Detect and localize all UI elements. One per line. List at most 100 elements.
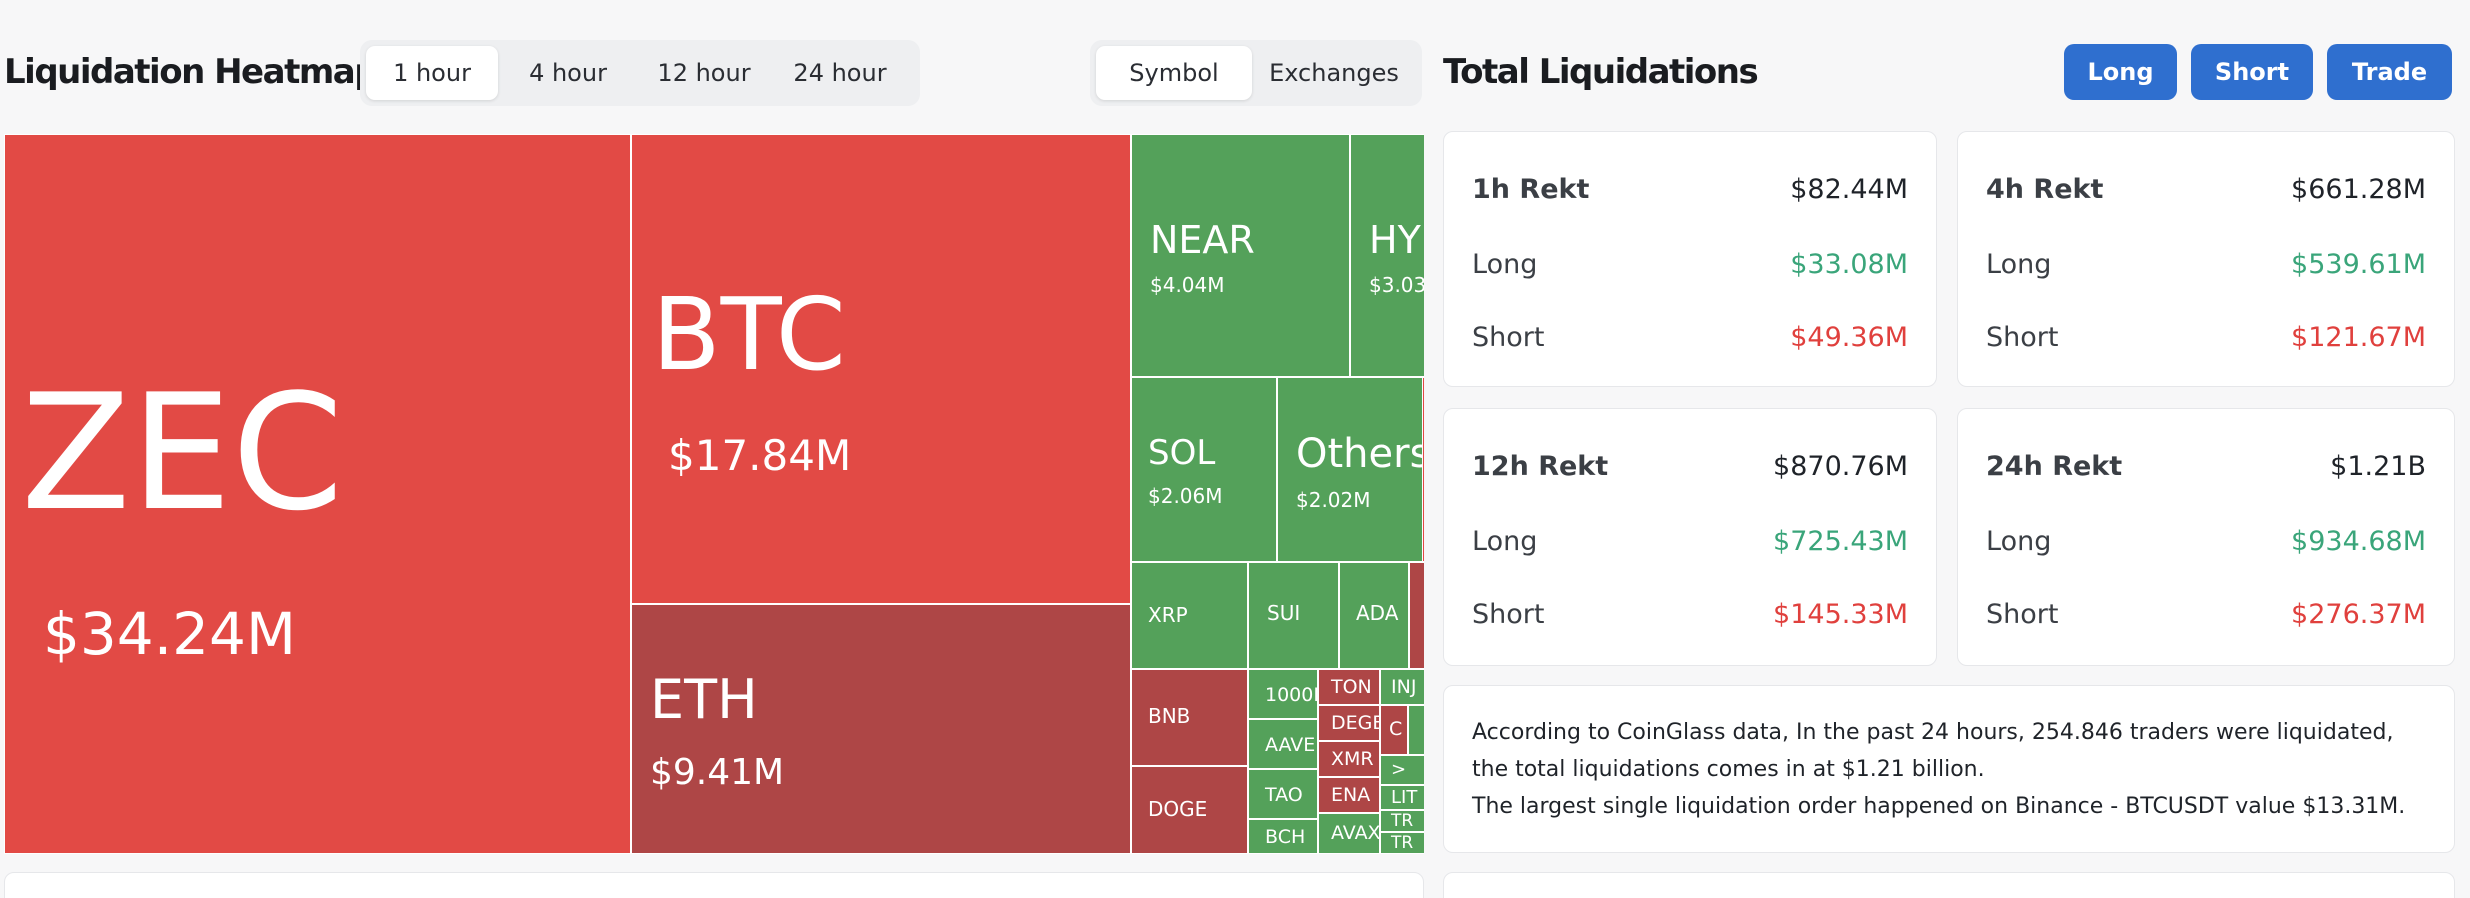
cell-symbol: AAVE bbox=[1265, 734, 1316, 756]
cell-symbol: DEGEN bbox=[1331, 712, 1379, 734]
cell-symbol: ENA bbox=[1331, 784, 1371, 806]
treemap-cell-bnb[interactable]: BNB bbox=[1131, 669, 1248, 766]
treemap-cell-tao[interactable]: TAO bbox=[1248, 769, 1318, 819]
long-value: $33.08M bbox=[1790, 249, 1908, 280]
short-label: Short bbox=[1986, 322, 2059, 353]
time-option-4h[interactable]: 4 hour bbox=[529, 59, 607, 87]
cell-symbol: 1000PEPE bbox=[1265, 684, 1317, 706]
cell-symbol: NEAR bbox=[1150, 218, 1255, 262]
treemap-cell-arrow[interactable]: > bbox=[1380, 755, 1424, 785]
short-label: Short bbox=[1986, 599, 2059, 630]
short-label: Short bbox=[1472, 599, 1545, 630]
treemap-cell-ena[interactable]: ENA bbox=[1318, 777, 1380, 813]
short-button[interactable]: Short bbox=[2191, 44, 2313, 100]
treemap-cell-tiny[interactable] bbox=[1409, 562, 1424, 669]
treemap-cell-xrp[interactable]: XRP bbox=[1131, 562, 1248, 669]
long-label: Long bbox=[1986, 526, 2052, 557]
treemap-cell-others[interactable]: Others $2.02M bbox=[1277, 377, 1424, 562]
cell-symbol: TON bbox=[1331, 676, 1372, 698]
time-option-24h[interactable]: 24 hour bbox=[793, 59, 887, 87]
cell-symbol: LIT bbox=[1391, 787, 1418, 808]
rekt-card-4h: 4h Rekt $661.28M Long $539.61M Short $121.6… bbox=[1957, 131, 2455, 387]
cell-symbol: HYPE bbox=[1369, 218, 1424, 262]
treemap-cell-btc[interactable]: BTC $17.84M bbox=[631, 134, 1131, 604]
card-total: $1.21B bbox=[2330, 451, 2426, 482]
treemap-cell-1000pepe[interactable]: 1000PEPE bbox=[1248, 669, 1318, 719]
cell-value: $2.06M bbox=[1148, 484, 1223, 508]
card-label: 1h Rekt bbox=[1472, 174, 1590, 205]
long-label: Long bbox=[1986, 249, 2052, 280]
treemap-cell-doge[interactable]: DOGE bbox=[1131, 766, 1248, 854]
long-label: Long bbox=[1472, 249, 1538, 280]
treemap-cell-eth[interactable]: ETH $9.41M bbox=[631, 604, 1131, 854]
view-option-exchanges[interactable]: Exchanges bbox=[1269, 59, 1399, 87]
cell-symbol: ETH bbox=[650, 668, 758, 731]
cell-symbol: BNB bbox=[1148, 704, 1191, 728]
view-option-symbol[interactable]: Symbol bbox=[1096, 46, 1252, 100]
card-total: $870.76M bbox=[1773, 451, 1908, 482]
long-button[interactable]: Long bbox=[2064, 44, 2177, 100]
long-value: $539.61M bbox=[2291, 249, 2426, 280]
liquidation-summary: According to CoinGlass data, In the past… bbox=[1443, 685, 2455, 853]
rekt-card-24h: 24h Rekt $1.21B Long $934.68M Short $276.37… bbox=[1957, 408, 2455, 666]
rekt-card-12h: 12h Rekt $870.76M Long $725.43M Short $145.… bbox=[1443, 408, 1937, 666]
treemap-cell-near[interactable]: NEAR $4.04M bbox=[1131, 134, 1350, 377]
cell-symbol: ZEC bbox=[21, 359, 344, 546]
summary-text: According to CoinGlass data, In the past… bbox=[1472, 720, 2394, 782]
treemap-cell-ton[interactable]: TON bbox=[1318, 669, 1380, 705]
treemap-cell-sui[interactable]: SUI bbox=[1248, 562, 1339, 669]
heatmap-title: Liquidation Heatmap bbox=[4, 52, 379, 92]
card-label: 24h Rekt bbox=[1986, 451, 2123, 482]
time-range-selector: 1 hour 4 hour 12 hour 24 hour bbox=[360, 40, 920, 106]
treemap-cell-xmr[interactable]: XMR bbox=[1318, 741, 1380, 777]
card-label: 4h Rekt bbox=[1986, 174, 2104, 205]
rekt-card-1h: 1h Rekt $82.44M Long $33.08M Short $49.36M bbox=[1443, 131, 1937, 387]
treemap-cell-tr2[interactable]: TR bbox=[1380, 832, 1424, 854]
bottom-panel-left bbox=[4, 872, 1424, 898]
treemap-cell-avax[interactable]: AVAX bbox=[1318, 813, 1380, 854]
cell-symbol: XMR bbox=[1331, 748, 1374, 770]
time-option-1h[interactable]: 1 hour bbox=[366, 46, 498, 100]
trade-button[interactable]: Trade bbox=[2327, 44, 2452, 100]
treemap-cell-bch[interactable]: BCH bbox=[1248, 819, 1318, 854]
treemap-cell-degen[interactable]: DEGEN bbox=[1318, 705, 1380, 741]
short-label: Short bbox=[1472, 322, 1545, 353]
cell-symbol: INJ bbox=[1391, 676, 1417, 698]
cell-symbol: DOGE bbox=[1148, 797, 1208, 821]
view-mode-selector: Symbol Exchanges bbox=[1090, 40, 1422, 106]
treemap-cell-inj[interactable]: INJ bbox=[1380, 669, 1424, 705]
cell-symbol: XRP bbox=[1148, 603, 1188, 627]
total-liquidations-title: Total Liquidations bbox=[1443, 52, 1759, 92]
cell-symbol: SUI bbox=[1267, 601, 1301, 625]
cell-value: $2.02M bbox=[1296, 488, 1371, 512]
cell-value: $3.03M bbox=[1369, 273, 1424, 297]
card-total: $82.44M bbox=[1790, 174, 1908, 205]
treemap-cell-hype[interactable]: HYPE $3.03M bbox=[1350, 134, 1424, 377]
treemap-cell-c[interactable]: C bbox=[1380, 705, 1408, 755]
cell-symbol: BCH bbox=[1265, 826, 1306, 848]
summary-largest-order: The largest single liquidation order hap… bbox=[1472, 794, 2406, 819]
bottom-panel-right bbox=[1443, 872, 2455, 898]
treemap-cell-small-green[interactable] bbox=[1408, 705, 1424, 755]
cell-symbol: TR bbox=[1391, 833, 1414, 853]
treemap-cell-sol[interactable]: SOL $2.06M bbox=[1131, 377, 1277, 562]
cell-value: $17.84M bbox=[668, 431, 852, 480]
time-option-12h[interactable]: 12 hour bbox=[657, 59, 751, 87]
short-value: $49.36M bbox=[1790, 322, 1908, 353]
cell-value: $4.04M bbox=[1150, 273, 1225, 297]
long-label: Long bbox=[1472, 526, 1538, 557]
cell-symbol: SOL bbox=[1148, 433, 1216, 473]
treemap-cell-sliver[interactable] bbox=[1422, 377, 1424, 562]
short-value: $145.33M bbox=[1773, 599, 1908, 630]
liquidation-treemap: ZEC $34.24M BTC $17.84M ETH $9.41M NEAR … bbox=[4, 134, 1424, 854]
treemap-cell-zec[interactable]: ZEC $34.24M bbox=[4, 134, 631, 854]
treemap-cell-lit[interactable]: LIT bbox=[1380, 785, 1424, 810]
long-value: $725.43M bbox=[1773, 526, 1908, 557]
cell-symbol: ADA bbox=[1356, 601, 1399, 625]
cell-symbol: > bbox=[1391, 759, 1407, 780]
cell-symbol: BTC bbox=[652, 276, 846, 393]
long-value: $934.68M bbox=[2291, 526, 2426, 557]
treemap-cell-aave[interactable]: AAVE bbox=[1248, 719, 1318, 769]
treemap-cell-ada[interactable]: ADA bbox=[1339, 562, 1409, 669]
treemap-cell-tr1[interactable]: TR bbox=[1380, 810, 1424, 832]
